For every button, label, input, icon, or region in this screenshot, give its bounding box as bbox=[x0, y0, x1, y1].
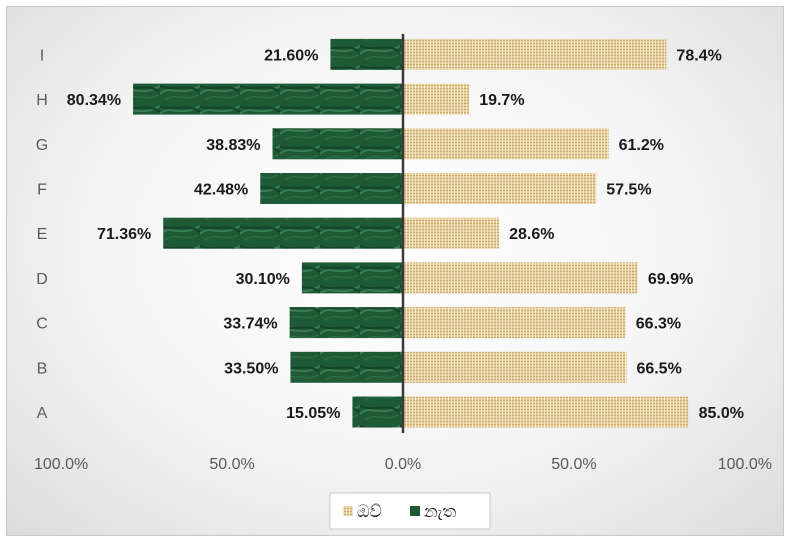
bar-yes bbox=[403, 307, 626, 339]
category-label: G bbox=[36, 137, 48, 154]
legend-label-yes: ඔව් bbox=[357, 502, 382, 521]
data-label-no: 30.10% bbox=[236, 271, 290, 288]
data-label-yes: 85.0% bbox=[699, 405, 744, 422]
data-label-yes: 69.9% bbox=[648, 271, 693, 288]
bar-no bbox=[330, 38, 403, 70]
data-label-yes: 57.5% bbox=[606, 182, 651, 199]
category-label: B bbox=[37, 360, 48, 377]
data-label-no: 21.60% bbox=[264, 47, 318, 64]
data-label-no: 71.36% bbox=[97, 226, 151, 243]
bar-no bbox=[272, 128, 403, 160]
data-label-yes: 66.3% bbox=[636, 316, 681, 333]
data-label-yes: 66.5% bbox=[636, 360, 681, 377]
data-label-yes: 19.7% bbox=[479, 92, 524, 109]
x-tick-label: 100.0% bbox=[34, 456, 88, 473]
bar-yes bbox=[403, 217, 500, 249]
x-tick-label: 0.0% bbox=[385, 456, 421, 473]
category-label: I bbox=[40, 47, 44, 64]
data-label-no: 33.50% bbox=[224, 360, 278, 377]
legend: ඔව් නැත bbox=[329, 492, 491, 530]
data-label-no: 42.48% bbox=[194, 182, 248, 199]
data-label-yes: 61.2% bbox=[619, 137, 664, 154]
data-label-no: 80.34% bbox=[67, 92, 121, 109]
data-label-yes: 28.6% bbox=[509, 226, 554, 243]
category-label: A bbox=[37, 405, 48, 422]
bar-yes bbox=[403, 262, 638, 294]
bar-yes bbox=[403, 396, 689, 428]
category-label: F bbox=[37, 182, 47, 199]
data-label-no: 33.74% bbox=[223, 316, 277, 333]
bar-no bbox=[290, 351, 403, 383]
data-label-no: 38.83% bbox=[206, 137, 260, 154]
bar-no bbox=[133, 83, 403, 115]
data-label-no: 15.05% bbox=[286, 405, 340, 422]
legend-label-no: නැත bbox=[424, 502, 457, 521]
legend-swatch-no bbox=[410, 506, 420, 516]
bar-no bbox=[163, 217, 403, 249]
bar-no bbox=[260, 173, 403, 204]
bar-yes bbox=[403, 83, 470, 115]
bar-no bbox=[301, 262, 403, 294]
x-tick-label: 50.0% bbox=[209, 456, 254, 473]
category-label: E bbox=[37, 226, 48, 243]
bar-no bbox=[289, 307, 403, 339]
bar-yes bbox=[403, 173, 597, 204]
bar-yes bbox=[403, 128, 609, 160]
bar-yes bbox=[403, 38, 667, 70]
x-tick-label: 100.0% bbox=[718, 456, 772, 473]
category-label: D bbox=[36, 271, 48, 288]
bar-no bbox=[352, 396, 403, 428]
data-label-yes: 78.4% bbox=[676, 47, 721, 64]
bar-yes bbox=[403, 351, 627, 383]
category-label: C bbox=[36, 316, 48, 333]
x-tick-label: 50.0% bbox=[551, 456, 596, 473]
category-label: H bbox=[36, 92, 48, 109]
legend-swatch-yes bbox=[343, 506, 353, 516]
